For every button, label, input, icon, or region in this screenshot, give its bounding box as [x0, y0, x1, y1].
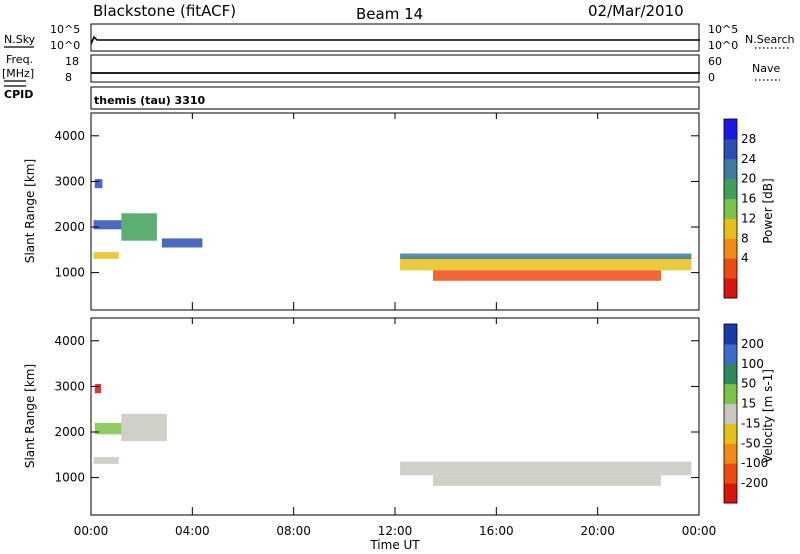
power-echo-layer	[93, 179, 692, 281]
power-echo-band-0	[93, 252, 119, 259]
velocity-colorbar-tick: -100	[741, 456, 768, 470]
velocity-ytick-label: 4000	[54, 334, 85, 348]
power-ytick-label: 1000	[54, 266, 85, 280]
power-ytick-label: 2000	[54, 220, 85, 234]
nsky-tick-top: 10^5	[50, 23, 80, 36]
power-colorbar-swatch	[724, 238, 737, 259]
nsearch-tick-top: 10^5	[708, 23, 738, 36]
power-colorbar-label: Power [dB]	[761, 178, 775, 243]
velocity-echo-band-3	[121, 413, 167, 442]
nsearch-tick-bottom: 10^0	[708, 39, 738, 52]
freq-strip-frame	[90, 54, 700, 83]
velocity-echo-band-2	[94, 384, 102, 394]
velocity-echo-layer	[93, 384, 692, 486]
freq-tick-top: 18	[65, 55, 79, 68]
power-colorbar-tick: 12	[741, 211, 756, 225]
velocity-ytick-label: 1000	[54, 471, 85, 485]
xtick-label: 04:00	[175, 524, 210, 538]
power-echo-band-7	[433, 270, 661, 281]
xtick-label: 00:00	[682, 524, 717, 538]
power-colorbar-tick: 20	[741, 172, 756, 186]
velocity-colorbar-swatch	[724, 403, 737, 424]
power-colorbar-swatch	[724, 198, 737, 219]
xlabel: Time UT	[369, 538, 420, 552]
nsky-trace	[90, 35, 700, 45]
station-title: Blackstone (fitACF)	[93, 2, 236, 20]
velocity-colorbar-tick: -50	[741, 436, 761, 450]
velocity-colorbar-label: Velocity [m s-1]	[761, 369, 775, 463]
power-colorbar-tick: 28	[741, 132, 756, 146]
xtick-label: 08:00	[276, 524, 311, 538]
beam-title: Beam 14	[356, 5, 423, 23]
power-ylabel: Slant Range [km]	[23, 159, 37, 263]
nsky-strip-frame	[90, 23, 700, 52]
nave-tick-top: 60	[708, 55, 722, 68]
freq-unit-label: [MHz]	[2, 67, 34, 80]
xticks: 00:00 04:00 08:00 12:00 16:00 20:00 00:00	[74, 113, 717, 538]
power-colorbar-swatch	[724, 258, 737, 279]
velocity-colorbar-frame	[723, 323, 738, 504]
velocity-colorbar-tick: 15	[741, 397, 756, 411]
power-yticks: 4000 3000 2000 1000	[54, 129, 699, 280]
freq-label: Freq.	[6, 53, 33, 66]
nsky-tick-bottom: 10^0	[50, 39, 80, 52]
power-colorbar-tick: 4	[741, 251, 749, 265]
xtick-label: 20:00	[580, 524, 615, 538]
velocity-colorbar-tick: -200	[741, 476, 768, 490]
nave-label: Nave	[752, 62, 780, 75]
power-echo-band-3	[121, 213, 157, 241]
nsearch-label: N.Search	[745, 33, 795, 46]
velocity-colorbar-tick: 100	[741, 357, 764, 371]
velocity-colorbar-tick: 50	[741, 377, 756, 391]
power-colorbar-tick: 24	[741, 152, 756, 166]
date-title: 02/Mar/2010	[588, 2, 684, 20]
nsky-label: N.Sky	[4, 33, 36, 46]
velocity-colorbar-swatch	[724, 463, 737, 484]
freq-tick-bottom: 8	[65, 71, 72, 84]
xtick-label: 00:00	[74, 524, 109, 538]
velocity-yticks: 4000 3000 2000 1000	[54, 334, 699, 485]
power-colorbar-tick: 16	[741, 192, 756, 206]
power-colorbar-swatch	[724, 119, 737, 140]
velocity-colorbar-swatch	[724, 423, 737, 444]
power-colorbar-swatch	[724, 218, 737, 239]
velocity-echo-band-5	[433, 475, 661, 486]
cpid-strip-frame	[90, 86, 700, 110]
velocity-colorbar-tick: 200	[741, 337, 764, 351]
power-colorbar: 28 24 20 16 12 8 4	[723, 118, 756, 299]
velocity-colorbar-swatch	[724, 383, 737, 405]
power-echo-band-4	[161, 238, 203, 248]
power-colorbar-swatch	[724, 178, 737, 200]
power-echo-band-6	[400, 253, 692, 259]
velocity-ytick-label: 3000	[54, 379, 85, 393]
xtick-label: 16:00	[479, 524, 514, 538]
velocity-ylabel: Slant Range [km]	[23, 364, 37, 468]
power-ytick-label: 3000	[54, 174, 85, 188]
power-colorbar-frame	[723, 118, 738, 299]
velocity-colorbar-swatch	[724, 343, 737, 365]
velocity-colorbar: 200 100 50 15 -15 -50 -100 -200	[723, 323, 768, 504]
power-echo-band-1	[93, 220, 122, 230]
velocity-colorbar-tick: -15	[741, 416, 761, 430]
velocity-echo-band-4	[400, 461, 692, 476]
cpid-label: CPID	[4, 88, 33, 101]
cpid-value: themis (tau) 3310	[94, 94, 206, 107]
velocity-ytick-label: 2000	[54, 425, 85, 439]
nave-tick-bottom: 0	[708, 71, 715, 84]
xtick-label: 12:00	[378, 524, 413, 538]
power-echo-band-5	[400, 256, 692, 271]
power-colorbar-swatch	[724, 158, 737, 180]
velocity-colorbar-swatch	[724, 443, 737, 464]
power-colorbar-swatch	[724, 278, 737, 299]
power-echo-band-2	[94, 179, 103, 189]
power-ytick-label: 4000	[54, 129, 85, 143]
velocity-colorbar-swatch	[724, 363, 737, 385]
velocity-echo-band-0	[93, 457, 119, 464]
velocity-colorbar-swatch	[724, 324, 737, 345]
velocity-echo-band-1	[94, 422, 122, 435]
power-colorbar-swatch	[724, 138, 737, 160]
velocity-colorbar-swatch	[724, 483, 737, 504]
power-colorbar-tick: 8	[741, 231, 749, 245]
